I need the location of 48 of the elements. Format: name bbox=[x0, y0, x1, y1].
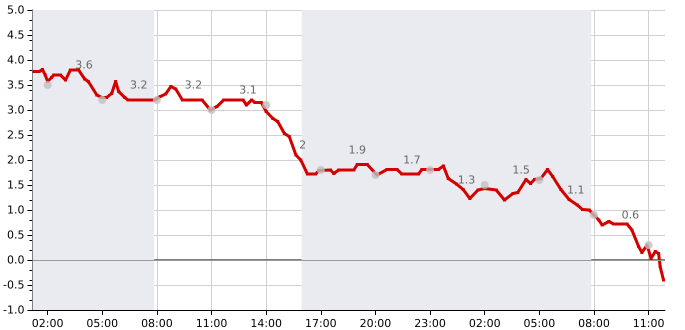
annotation: 1.5 bbox=[512, 164, 530, 176]
annotation: 3.2 bbox=[130, 78, 148, 92]
x-tick-label: 08:00 bbox=[141, 317, 173, 330]
x-tick-label: 02:00 bbox=[468, 317, 501, 330]
point bbox=[208, 106, 216, 114]
y-tick-label: 4.5 bbox=[6, 28, 24, 42]
point bbox=[535, 176, 544, 184]
point bbox=[98, 96, 106, 104]
y-tick-label: 3.5 bbox=[6, 78, 24, 92]
y-tick-label: 1.0 bbox=[6, 204, 24, 216]
point bbox=[426, 166, 434, 174]
annotation: 3.2 bbox=[184, 78, 202, 92]
x-tick-label: 14:00 bbox=[250, 317, 282, 330]
annotation: 1.7 bbox=[403, 154, 421, 166]
point bbox=[371, 171, 380, 179]
annotation: 2 bbox=[299, 138, 306, 152]
x-tick-label: 08:00 bbox=[578, 317, 610, 330]
annotation: 1.3 bbox=[458, 174, 476, 186]
x-tick-label: 17:00 bbox=[304, 317, 337, 330]
annotation: 1.1 bbox=[567, 184, 585, 196]
y-tick-label: 2.5 bbox=[6, 128, 24, 142]
y-tick-label: -0.5 bbox=[2, 278, 24, 292]
point bbox=[44, 81, 52, 89]
annotation: 1.9 bbox=[348, 144, 366, 156]
point bbox=[316, 166, 325, 174]
annotation: 0.6 bbox=[622, 208, 640, 222]
x-tick-label: 11:00 bbox=[196, 317, 228, 330]
x-tick-label: 20:00 bbox=[360, 317, 392, 330]
point bbox=[480, 181, 489, 189]
x-tick-label: 02:00 bbox=[32, 317, 64, 330]
point bbox=[262, 101, 270, 109]
annotation: 3.1 bbox=[239, 84, 257, 96]
annotation: 3.6 bbox=[75, 58, 93, 72]
y-tick-label: 2.0 bbox=[6, 154, 24, 166]
point bbox=[152, 96, 161, 104]
x-tick-label: 05:00 bbox=[523, 317, 556, 330]
point bbox=[644, 241, 653, 249]
y-tick-label: -1.0 bbox=[2, 304, 24, 316]
point bbox=[590, 211, 598, 219]
x-tick-label: 05:00 bbox=[86, 317, 118, 330]
y-tick-label: 1.5 bbox=[6, 178, 24, 192]
x-tick-label: 11:00 bbox=[632, 317, 664, 330]
y-tick-label: 0.0 bbox=[6, 254, 24, 266]
y-tick-label: 4.0 bbox=[6, 54, 24, 66]
x-tick-label: 23:00 bbox=[414, 317, 446, 330]
y-tick-label: 5.0 bbox=[6, 4, 24, 16]
y-tick-label: 0.5 bbox=[6, 228, 24, 242]
y-tick-label: 3.0 bbox=[6, 104, 24, 116]
